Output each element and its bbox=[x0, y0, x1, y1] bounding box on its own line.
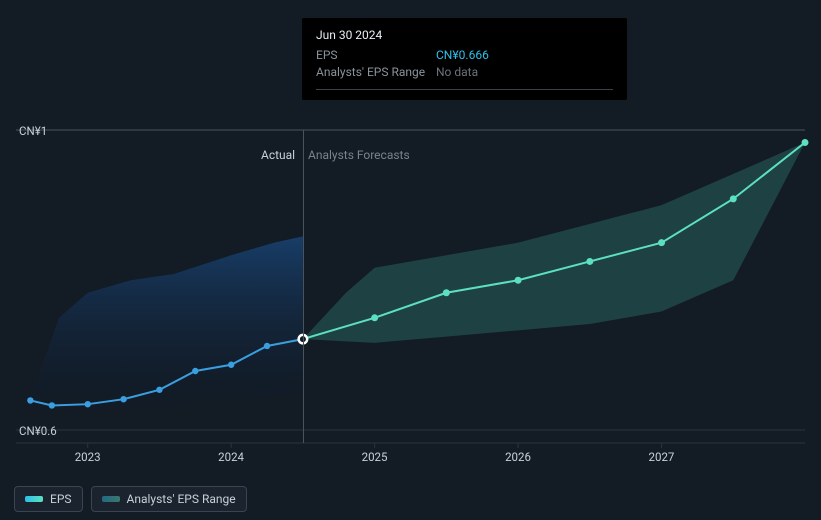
tooltip-row: EPSCN¥0.666 bbox=[316, 48, 613, 62]
eps-marker-forecast bbox=[443, 289, 450, 296]
eps-marker-actual bbox=[228, 362, 234, 368]
y-axis-label: CN¥0.6 bbox=[19, 424, 57, 438]
chart-container: Jun 30 2024 EPSCN¥0.666Analysts' EPS Ran… bbox=[0, 0, 821, 520]
eps-marker-actual bbox=[120, 396, 126, 402]
eps-marker-forecast bbox=[371, 314, 378, 321]
legend-item-range[interactable]: Analysts' EPS Range bbox=[91, 486, 247, 512]
eps-marker-forecast bbox=[658, 239, 665, 246]
tooltip: Jun 30 2024 EPSCN¥0.666Analysts' EPS Ran… bbox=[302, 18, 627, 100]
eps-marker-actual bbox=[264, 343, 270, 349]
cursor-line bbox=[303, 130, 304, 443]
tooltip-row-value: CN¥0.666 bbox=[436, 48, 489, 62]
y-axis-label: CN¥1 bbox=[19, 124, 47, 138]
x-axis-label: 2025 bbox=[362, 450, 388, 464]
eps-marker-actual bbox=[85, 401, 91, 407]
eps-marker-forecast bbox=[802, 139, 809, 146]
x-axis-label: 2027 bbox=[649, 450, 675, 464]
eps-marker-forecast bbox=[515, 277, 522, 284]
x-axis-label: 2026 bbox=[505, 450, 531, 464]
legend-item-label: EPS bbox=[50, 492, 72, 506]
tooltip-row-label: Analysts' EPS Range bbox=[316, 65, 436, 79]
legend: EPS Analysts' EPS Range bbox=[14, 486, 247, 512]
section-label-forecast: Analysts Forecasts bbox=[308, 148, 410, 162]
legend-marker-icon bbox=[102, 496, 120, 502]
tooltip-date: Jun 30 2024 bbox=[316, 28, 613, 42]
eps-marker-actual bbox=[156, 387, 162, 393]
tooltip-row-label: EPS bbox=[316, 48, 436, 62]
x-axis-label: 2023 bbox=[75, 450, 101, 464]
eps-marker-actual bbox=[49, 402, 55, 408]
legend-item-label: Analysts' EPS Range bbox=[127, 492, 236, 506]
eps-marker-forecast bbox=[730, 195, 737, 202]
eps-marker-forecast bbox=[586, 258, 593, 265]
eps-marker-actual bbox=[192, 368, 198, 374]
forecast-band bbox=[303, 143, 805, 343]
legend-item-eps[interactable]: EPS bbox=[14, 486, 83, 512]
legend-marker-icon bbox=[25, 496, 43, 502]
x-axis-label: 2024 bbox=[218, 450, 244, 464]
section-label-actual: Actual bbox=[261, 148, 295, 162]
tooltip-row-value: No data bbox=[436, 65, 478, 79]
tooltip-row: Analysts' EPS RangeNo data bbox=[316, 65, 613, 79]
tooltip-divider bbox=[316, 89, 613, 90]
eps-marker-actual bbox=[27, 397, 33, 403]
